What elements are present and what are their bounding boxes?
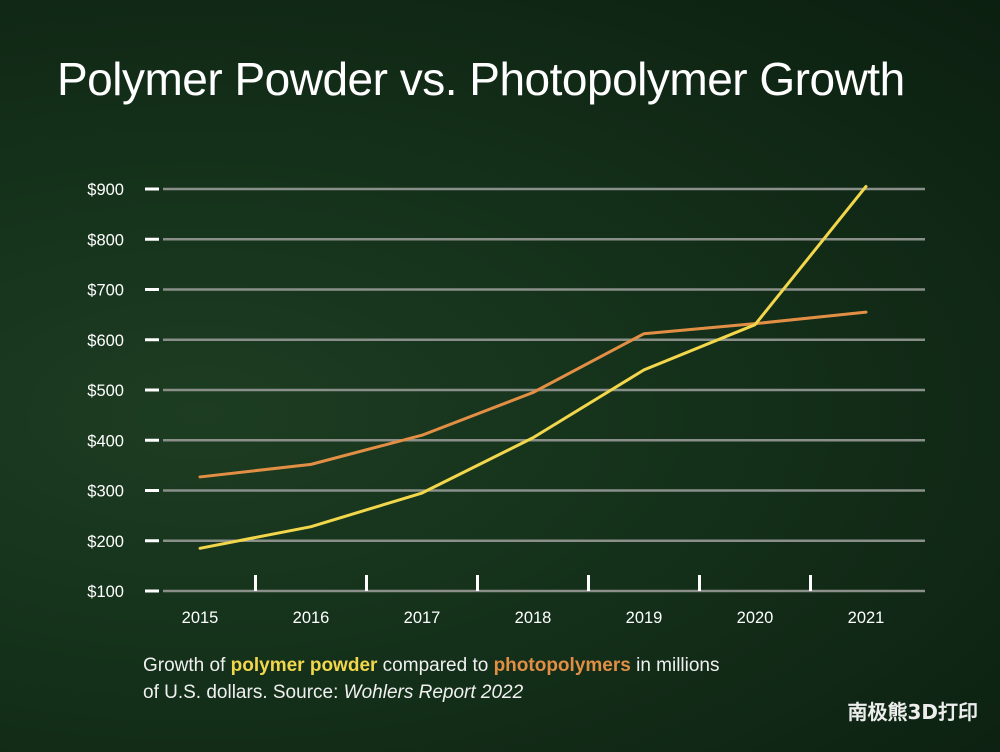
- caption-middle: compared to: [377, 655, 494, 676]
- series-line-photopolymers: [198, 310, 868, 479]
- y-tick-label: $600: [87, 332, 124, 350]
- caption-source: Wohlers Report 2022: [343, 682, 524, 703]
- caption-line2: of U.S. dollars. Source:: [143, 682, 344, 703]
- caption-polymer-powder: polymer powder: [230, 655, 378, 676]
- y-tick-label: $500: [87, 382, 124, 400]
- y-tick-label: $100: [87, 583, 124, 601]
- caption-prefix: Growth of: [143, 655, 231, 676]
- y-tick-label: $200: [87, 533, 124, 551]
- x-tick-label: 2016: [293, 609, 330, 627]
- x-tick-label: 2020: [737, 609, 774, 627]
- x-tick-label: 2018: [515, 609, 552, 627]
- chart-caption: Growth of polymer powder compared to pho…: [143, 652, 843, 706]
- x-tick-label: 2015: [182, 609, 219, 627]
- y-tick-label: $800: [87, 231, 124, 249]
- y-tick-label: $400: [87, 432, 124, 450]
- x-tick-label: 2019: [626, 609, 663, 627]
- x-tick-label: 2017: [404, 609, 441, 627]
- x-tick-label: 2021: [848, 609, 885, 627]
- caption-photopolymers: photopolymers: [493, 655, 631, 676]
- series-line-polymer-powder: [198, 184, 868, 550]
- caption-suffix: in millions: [630, 655, 720, 676]
- chart-title: Polymer Powder vs. Photopolymer Growth: [57, 53, 905, 105]
- y-tick-label: $700: [87, 282, 124, 300]
- y-tick-label: $900: [87, 181, 124, 199]
- y-tick-label: $300: [87, 483, 124, 501]
- watermark-logo: 南极熊3D打印: [847, 700, 978, 724]
